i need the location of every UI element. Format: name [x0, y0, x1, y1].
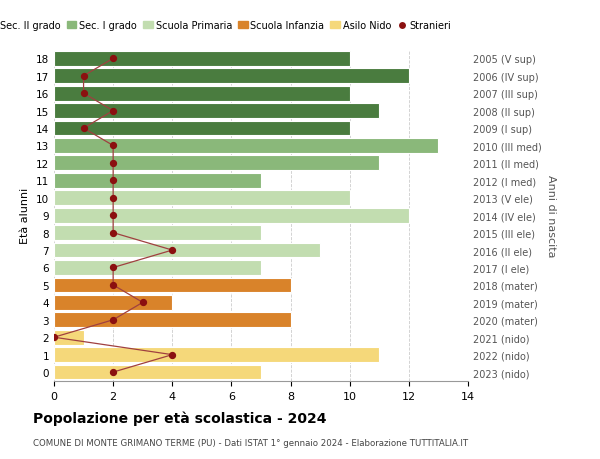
- Point: [79, 125, 88, 133]
- Bar: [54, 156, 379, 171]
- Bar: [54, 69, 409, 84]
- Bar: [54, 191, 350, 206]
- Point: [167, 351, 177, 358]
- Y-axis label: Anni di nascita: Anni di nascita: [545, 174, 556, 257]
- Bar: [54, 226, 261, 241]
- Point: [138, 299, 148, 306]
- Bar: [54, 174, 261, 188]
- Point: [109, 264, 118, 272]
- Bar: [54, 278, 290, 293]
- Point: [79, 73, 88, 80]
- Bar: [54, 87, 350, 101]
- Bar: [54, 347, 379, 362]
- Point: [109, 195, 118, 202]
- Bar: [54, 104, 379, 119]
- Point: [109, 282, 118, 289]
- Bar: [54, 261, 261, 275]
- Legend: Sec. II grado, Sec. I grado, Scuola Primaria, Scuola Infanzia, Asilo Nido, Stran: Sec. II grado, Sec. I grado, Scuola Prim…: [0, 17, 455, 35]
- Bar: [54, 243, 320, 258]
- Point: [109, 316, 118, 324]
- Bar: [54, 313, 290, 327]
- Text: COMUNE DI MONTE GRIMANO TERME (PU) - Dati ISTAT 1° gennaio 2024 - Elaborazione T: COMUNE DI MONTE GRIMANO TERME (PU) - Dat…: [33, 438, 468, 448]
- Bar: [54, 121, 350, 136]
- Point: [167, 247, 177, 254]
- Text: Popolazione per età scolastica - 2024: Popolazione per età scolastica - 2024: [33, 411, 326, 425]
- Bar: [54, 365, 261, 380]
- Point: [49, 334, 59, 341]
- Bar: [54, 52, 350, 67]
- Point: [109, 230, 118, 237]
- Bar: [54, 208, 409, 223]
- Point: [109, 212, 118, 219]
- Point: [109, 160, 118, 167]
- Point: [79, 90, 88, 98]
- Point: [109, 177, 118, 185]
- Point: [109, 56, 118, 63]
- Y-axis label: Età alunni: Età alunni: [20, 188, 31, 244]
- Bar: [54, 295, 172, 310]
- Point: [109, 142, 118, 150]
- Bar: [54, 330, 83, 345]
- Point: [109, 108, 118, 115]
- Point: [109, 369, 118, 376]
- Bar: [54, 139, 439, 154]
